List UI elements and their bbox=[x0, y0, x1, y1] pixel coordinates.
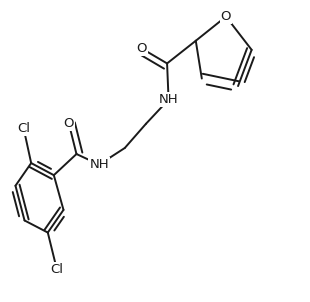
Text: Cl: Cl bbox=[17, 122, 30, 135]
Text: NH: NH bbox=[159, 93, 178, 106]
Text: O: O bbox=[64, 117, 74, 130]
Text: O: O bbox=[221, 10, 231, 23]
Text: Cl: Cl bbox=[50, 263, 63, 276]
Text: O: O bbox=[136, 42, 147, 55]
Text: NH: NH bbox=[89, 158, 109, 171]
